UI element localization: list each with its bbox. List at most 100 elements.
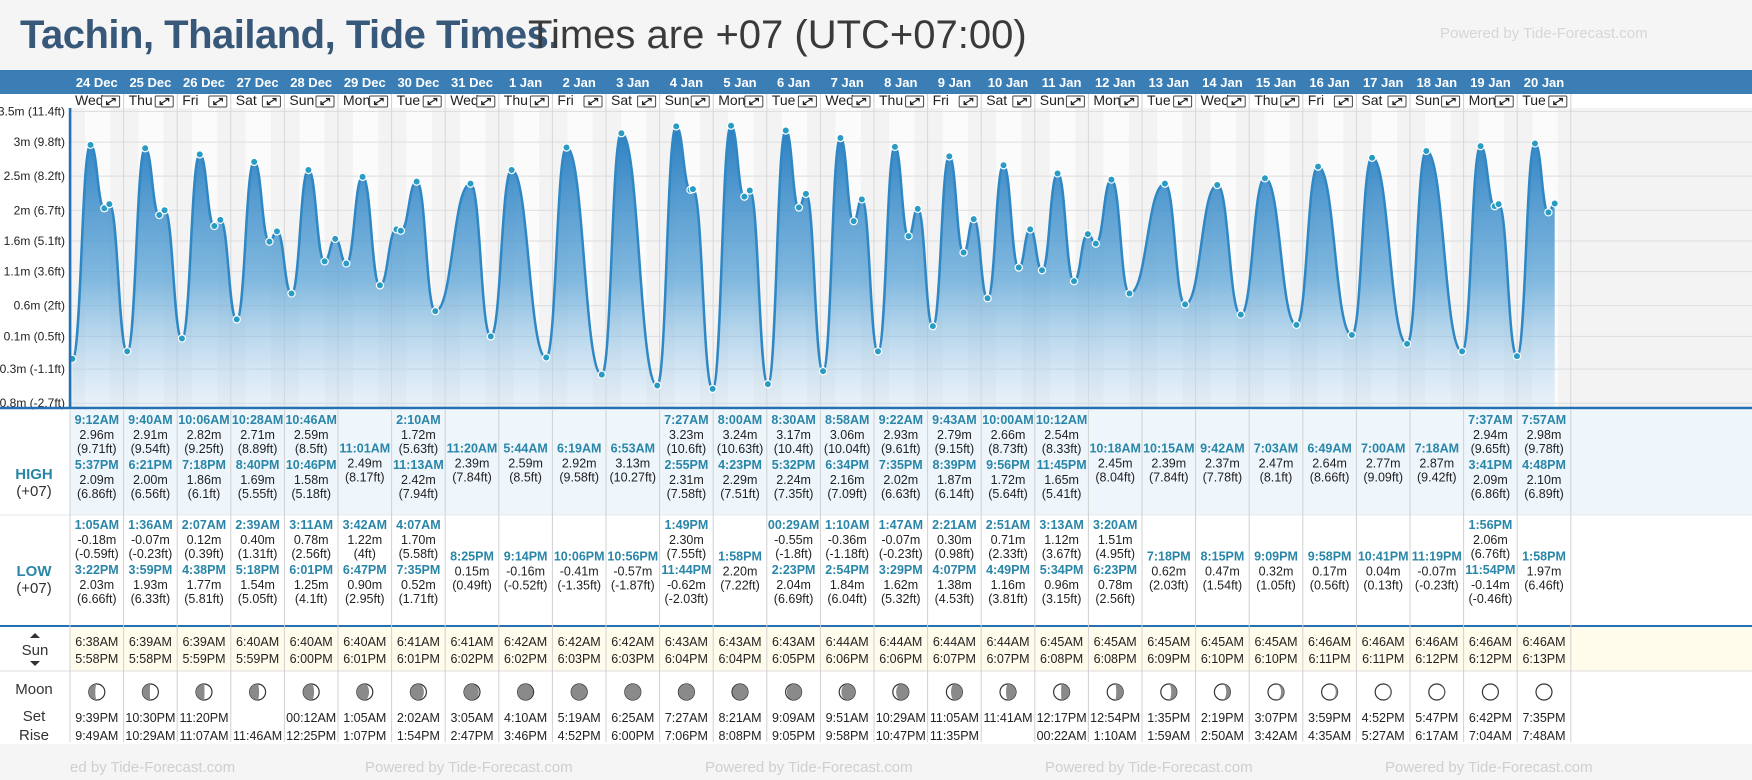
high-tide-height-ft: (8.5ft) bbox=[295, 442, 328, 456]
expand-icon[interactable] bbox=[529, 95, 549, 108]
high-tide-height-m: 2.00m bbox=[133, 473, 168, 487]
expand-arrow-glyph[interactable] bbox=[1392, 97, 1403, 106]
expand-icon[interactable] bbox=[101, 95, 121, 108]
expand-icon[interactable] bbox=[958, 95, 978, 108]
expand-arrow-glyph[interactable] bbox=[481, 97, 491, 106]
expand-icon[interactable] bbox=[744, 95, 764, 108]
sunrise-time: 6:39AM bbox=[129, 635, 172, 649]
expand-arrow-glyph[interactable] bbox=[266, 97, 277, 106]
expand-arrow-glyph[interactable] bbox=[802, 97, 813, 106]
expand-arrow-glyph[interactable] bbox=[427, 97, 438, 106]
low-tide-time: 7:18PM bbox=[1147, 550, 1191, 564]
expand-icon[interactable] bbox=[690, 95, 710, 108]
low-tide-time: 1:49PM bbox=[665, 518, 709, 532]
moon-shadow bbox=[517, 684, 534, 700]
expand-icon[interactable] bbox=[315, 95, 335, 108]
high-tide-height-ft: (6.63ft) bbox=[881, 487, 921, 501]
expand-icon[interactable] bbox=[1441, 95, 1461, 108]
low-tide-point bbox=[287, 289, 296, 298]
expand-icon[interactable] bbox=[154, 95, 174, 108]
low-tide-point bbox=[486, 332, 495, 341]
high-tide-height-ft: (7.35ft) bbox=[774, 487, 814, 501]
low-tide-point bbox=[542, 353, 551, 362]
expand-arrow-glyph[interactable] bbox=[373, 97, 384, 106]
low-tide-time: 8:25PM bbox=[450, 550, 494, 564]
expand-icon[interactable] bbox=[905, 95, 925, 108]
expand-arrow-glyph[interactable] bbox=[1499, 97, 1510, 106]
expand-arrow-glyph[interactable] bbox=[534, 97, 545, 106]
expand-icon[interactable] bbox=[1387, 95, 1407, 108]
moonrise-time: 9:58PM bbox=[826, 729, 869, 743]
expand-arrow-glyph[interactable] bbox=[695, 97, 706, 106]
high-tide-time: 10:46PM bbox=[286, 458, 337, 472]
weekday-label: Thu bbox=[129, 92, 153, 108]
expand-icon[interactable] bbox=[208, 95, 228, 108]
expand-icon[interactable] bbox=[1012, 95, 1032, 108]
weekday-label: Sat bbox=[986, 92, 1007, 108]
date-label: 5 Jan bbox=[723, 75, 756, 90]
expand-arrow-glyph[interactable] bbox=[1553, 97, 1563, 106]
expand-icon[interactable] bbox=[369, 95, 389, 108]
moon-shadow bbox=[841, 684, 856, 700]
expand-arrow-glyph[interactable] bbox=[641, 97, 652, 106]
expand-icon[interactable] bbox=[1548, 95, 1568, 108]
expand-arrow-glyph[interactable] bbox=[1124, 97, 1135, 106]
expand-icon[interactable] bbox=[1333, 95, 1353, 108]
expand-icon[interactable] bbox=[1119, 95, 1139, 108]
expand-arrow-glyph[interactable] bbox=[159, 97, 170, 106]
expand-icon[interactable] bbox=[476, 95, 496, 108]
low-tide-point bbox=[265, 237, 274, 246]
expand-arrow-glyph[interactable] bbox=[856, 97, 867, 106]
low-tide-point bbox=[794, 203, 804, 212]
low-tide-point bbox=[653, 381, 662, 390]
expand-arrow-glyph[interactable] bbox=[1231, 97, 1242, 106]
sunrise-time: 6:44AM bbox=[826, 635, 869, 649]
moon-phase-icon bbox=[677, 683, 696, 701]
expand-icon[interactable] bbox=[637, 95, 657, 108]
high-tide-height-ft: (10.63ft) bbox=[717, 442, 764, 456]
expand-arrow-glyph[interactable] bbox=[213, 97, 223, 106]
expand-icon[interactable] bbox=[1173, 95, 1193, 108]
expand-arrow-glyph[interactable] bbox=[1070, 97, 1081, 106]
expand-icon[interactable] bbox=[1494, 95, 1514, 108]
low-tide-point bbox=[375, 281, 385, 290]
low-tide-time: 8:15PM bbox=[1201, 550, 1245, 564]
expand-arrow-glyph[interactable] bbox=[320, 97, 331, 106]
footer-watermark: ed by Tide-Forecast.com bbox=[70, 759, 235, 776]
expand-arrow-glyph[interactable] bbox=[749, 97, 759, 106]
expand-icon[interactable] bbox=[583, 95, 603, 108]
expand-icon[interactable] bbox=[797, 95, 817, 108]
expand-icon[interactable] bbox=[1226, 95, 1246, 108]
low-tide-point bbox=[904, 231, 913, 241]
expand-arrow-glyph[interactable] bbox=[1445, 97, 1456, 106]
expand-arrow-glyph[interactable] bbox=[1338, 97, 1349, 106]
y-tick-label: 2.5m (8.2ft) bbox=[4, 169, 65, 183]
expand-arrow-glyph[interactable] bbox=[963, 97, 974, 106]
expand-arrow-glyph[interactable] bbox=[588, 97, 599, 106]
high-tide-height-ft: (9.42ft) bbox=[1417, 471, 1457, 485]
expand-arrow-glyph[interactable] bbox=[105, 97, 116, 106]
high-tide-time: 9:40AM bbox=[128, 413, 172, 427]
expand-icon[interactable] bbox=[851, 95, 871, 108]
low-tide-point bbox=[1125, 289, 1134, 298]
moon-shadow bbox=[1061, 684, 1070, 700]
high-tide-height-ft: (7.58ft) bbox=[667, 487, 707, 501]
expand-arrow-glyph[interactable] bbox=[1177, 97, 1188, 106]
expand-icon[interactable] bbox=[1280, 95, 1300, 108]
expand-arrow-glyph[interactable] bbox=[909, 97, 920, 106]
expand-icon[interactable] bbox=[422, 95, 442, 108]
expand-arrow-glyph[interactable] bbox=[1017, 97, 1027, 106]
expand-icon[interactable] bbox=[1065, 95, 1085, 108]
high-tide-point bbox=[688, 184, 698, 194]
low-tide-time: 2:21AM bbox=[932, 518, 976, 532]
low-tide-time: 2:23PM bbox=[772, 563, 816, 577]
expand-arrow-glyph[interactable] bbox=[1285, 97, 1295, 106]
expand-icon[interactable] bbox=[261, 95, 281, 108]
weekday-label: Sun bbox=[1415, 92, 1440, 108]
moon-shadow bbox=[464, 684, 479, 700]
low-tide-time: 10:56PM bbox=[607, 550, 658, 564]
high-tide-point bbox=[1367, 153, 1377, 162]
high-tide-point bbox=[304, 165, 313, 175]
sunrise-time: 6:45AM bbox=[1201, 635, 1244, 649]
low-tide-time: 3:11AM bbox=[289, 518, 333, 532]
